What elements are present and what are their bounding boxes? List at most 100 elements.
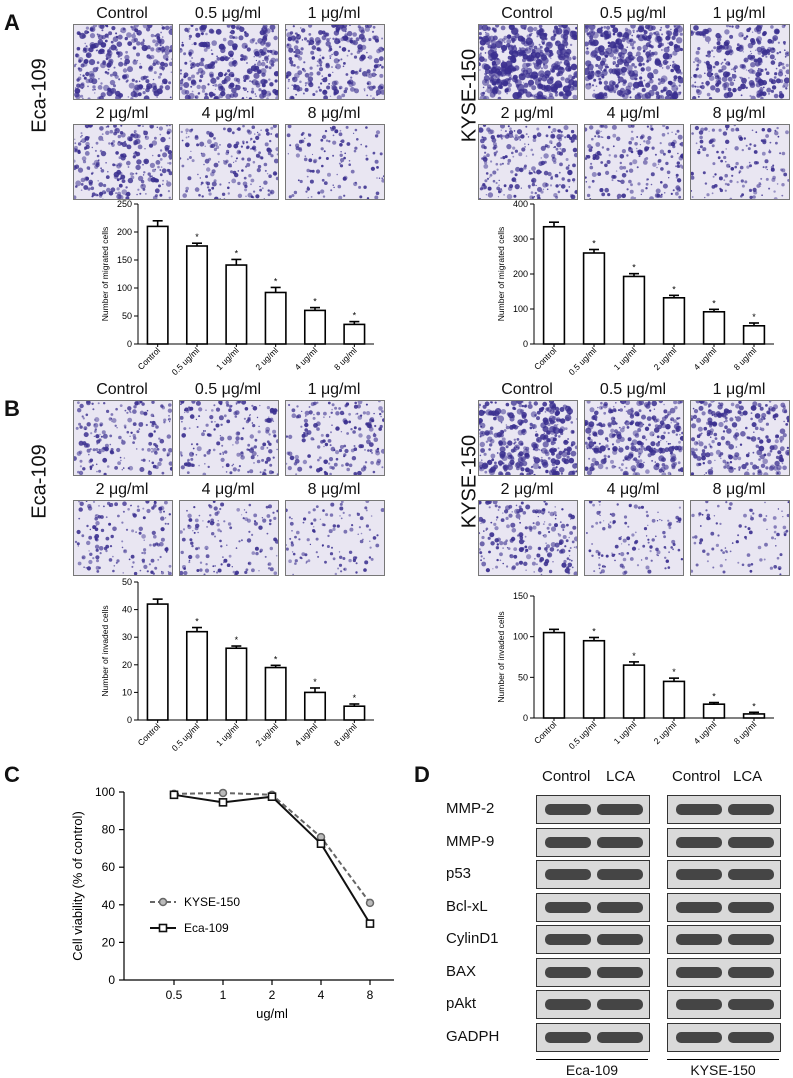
data-point (220, 799, 227, 806)
blot-band (545, 869, 591, 880)
bar (624, 276, 645, 344)
micrograph-image (179, 124, 279, 200)
data-point (367, 899, 374, 906)
panel-letter-b: B (4, 396, 20, 422)
bar (187, 246, 207, 344)
y-tick-label: 0 (523, 339, 528, 349)
cell-line-label-b-left: Eca-109 (29, 432, 52, 532)
dose-label: 2 μg/ml (73, 105, 171, 123)
blot-band (597, 902, 643, 913)
dose-label: 2 μg/ml (478, 481, 576, 499)
blot-column-header: Control (542, 768, 590, 785)
protein-label: GADPH (446, 1028, 499, 1045)
y-tick-label: 200 (513, 269, 528, 279)
bar (305, 692, 325, 720)
y-axis-label: Number of migrated cells (100, 227, 110, 321)
protein-label: Bcl-xL (446, 898, 488, 915)
blot-group-underline (536, 1059, 648, 1060)
bar (187, 632, 207, 720)
y-tick-label: 80 (102, 823, 116, 837)
x-tick-label: 8 ug/ml (732, 719, 759, 746)
blot-strip (667, 990, 781, 1019)
bar (147, 226, 167, 344)
bar (744, 326, 765, 344)
blot-strip (536, 893, 650, 922)
blot-strip (536, 860, 650, 889)
y-tick-label: 0 (108, 973, 115, 987)
significance-marker: * (274, 654, 278, 664)
legend-marker (160, 899, 167, 906)
blot-strip (667, 1023, 781, 1052)
y-axis-label: Number of invaded cells (100, 605, 110, 696)
y-tick-label: 0 (127, 715, 132, 725)
x-tick-label: Control (136, 345, 163, 372)
significance-marker: * (712, 298, 716, 308)
significance-marker: * (752, 312, 756, 322)
blot-band (728, 999, 774, 1010)
significance-marker: * (195, 617, 199, 627)
blot-group-label: Eca-109 (536, 1062, 648, 1078)
significance-marker: * (752, 701, 756, 711)
micrograph-image (179, 24, 279, 100)
y-tick-label: 100 (95, 785, 115, 799)
significance-marker: * (592, 239, 596, 249)
x-tick-label: 4 ug/ml (293, 721, 320, 748)
y-tick-label: 50 (122, 577, 132, 587)
x-tick-label: 8 ug/ml (332, 721, 359, 748)
blot-band (676, 999, 722, 1010)
micrograph-image (584, 400, 684, 476)
bar (704, 312, 725, 344)
micrograph-image (285, 124, 385, 200)
micrograph-image (478, 24, 578, 100)
x-tick-label: Control (532, 719, 559, 746)
micrograph-image (690, 24, 790, 100)
micrograph-image (179, 400, 279, 476)
blot-band (728, 934, 774, 945)
blot-band (545, 999, 591, 1010)
protein-label: pAkt (446, 995, 476, 1012)
x-tick-label: 2 ug/ml (253, 721, 280, 748)
y-tick-label: 20 (102, 935, 116, 949)
blot-band (597, 869, 643, 880)
x-tick-label: 0.5 ug/ml (170, 721, 202, 753)
blot-band (597, 967, 643, 978)
significance-marker: * (353, 693, 357, 703)
y-tick-label: 100 (513, 304, 528, 314)
blot-column-header: Control (672, 768, 720, 785)
x-tick-label: 0.5 (166, 988, 183, 1002)
x-axis-label: ug/ml (256, 1006, 288, 1021)
y-tick-label: 100 (513, 632, 528, 642)
data-point (367, 920, 374, 927)
blot-band (676, 967, 722, 978)
dose-label: 1 μg/ml (285, 5, 383, 23)
micrograph-image (73, 24, 173, 100)
blot-band (597, 837, 643, 848)
bar (265, 292, 285, 344)
panel-letter-c: C (4, 762, 20, 788)
x-tick-label: 4 ug/ml (293, 345, 320, 372)
x-tick-label: 2 (269, 988, 276, 1002)
x-tick-label: 2 ug/ml (652, 719, 679, 746)
protein-label: p53 (446, 865, 471, 882)
dose-label: 4 μg/ml (179, 105, 277, 123)
y-tick-label: 400 (513, 199, 528, 209)
x-tick-label: 8 ug/ml (332, 345, 359, 372)
cell-line-label-a-left: Eca-109 (29, 46, 52, 146)
legend-label: Eca-109 (184, 921, 229, 935)
protein-label: MMP-9 (446, 833, 494, 850)
blot-band (597, 804, 643, 815)
significance-marker: * (313, 297, 317, 307)
significance-marker: * (632, 263, 636, 273)
blot-band (728, 869, 774, 880)
significance-marker: * (353, 311, 357, 321)
x-tick-label: 0.5 ug/ml (170, 345, 202, 377)
blot-strip (667, 795, 781, 824)
blot-band (728, 804, 774, 815)
x-tick-label: 4 ug/ml (692, 345, 719, 372)
data-point (269, 793, 276, 800)
micrograph-image (478, 124, 578, 200)
significance-marker: * (313, 677, 317, 687)
